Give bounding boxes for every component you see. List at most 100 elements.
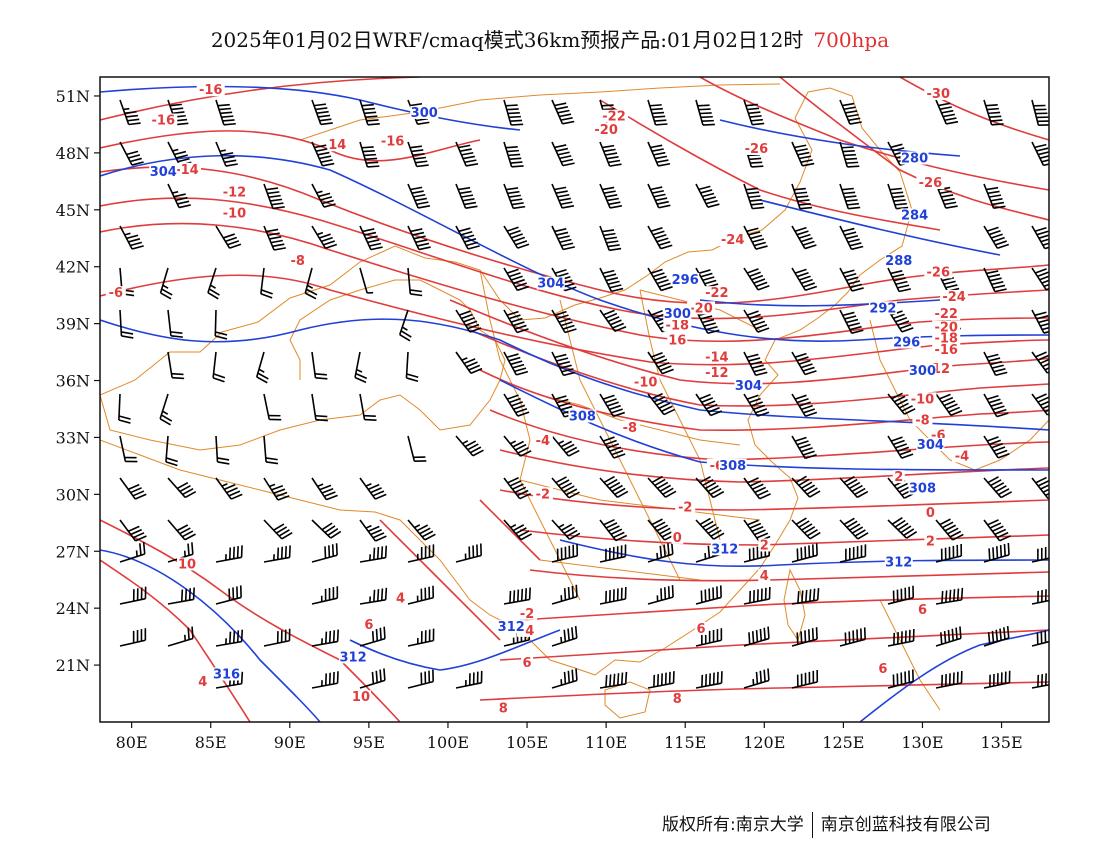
- china-coast: [594, 317, 819, 676]
- contour-label-bg: [884, 555, 913, 569]
- contour-label: -26: [927, 265, 951, 280]
- contour-label-bg: [868, 301, 897, 315]
- wind-barb: [214, 309, 228, 340]
- contour-label-bg: [884, 253, 913, 267]
- lon-tick-label: 100E: [427, 733, 469, 752]
- contour-label-bg: [940, 289, 969, 303]
- wind-barb: [311, 99, 333, 126]
- lon-tick-label: 110E: [585, 733, 627, 752]
- contour-label-bg: [631, 375, 660, 389]
- contour-label-bg: [900, 151, 929, 165]
- wind-barb: [551, 225, 575, 251]
- wind-barb: [599, 671, 628, 689]
- wind-barb: [743, 99, 765, 126]
- contour-label: 308: [909, 482, 936, 497]
- wind-barb: [887, 435, 914, 459]
- contour-label: -6: [109, 286, 123, 301]
- wind-barb: [167, 587, 195, 605]
- contour-label-bg: [671, 272, 700, 286]
- contour-label: 6: [697, 622, 706, 637]
- province-borders: [100, 83, 1049, 719]
- contour-label-bg: [521, 656, 534, 670]
- wind-barb: [935, 670, 963, 689]
- wind-barb: [839, 183, 861, 210]
- wind-barb: [743, 309, 770, 333]
- wind-barb: [647, 671, 675, 689]
- contour-label: -16: [152, 114, 176, 129]
- wind-barb: [359, 141, 380, 168]
- lat-tick-label: 48N: [56, 144, 90, 163]
- contour-label-bg: [916, 176, 945, 190]
- contour-label: 304: [917, 438, 944, 453]
- wind-barb: [167, 477, 197, 499]
- contour-label: -10: [911, 392, 935, 407]
- wind-barb: [791, 141, 815, 167]
- contour-label: 10: [352, 690, 370, 705]
- wind-barb: [983, 670, 1011, 689]
- wind-barb: [1031, 309, 1049, 334]
- copyright-company: 南京创蓝科技有限公司: [820, 815, 991, 835]
- contour-label-bg: [758, 538, 771, 552]
- contour-label: 308: [569, 409, 596, 424]
- wind-barb: [1031, 476, 1049, 500]
- wind-barb: [743, 668, 770, 689]
- wind-barb: [263, 628, 291, 647]
- contour-label: 4: [760, 569, 769, 584]
- contour-label-bg: [497, 620, 526, 634]
- wind-barb: [263, 393, 282, 421]
- wind-barb: [311, 393, 328, 422]
- contour-label-bg: [497, 701, 510, 715]
- contour-label-bg: [220, 185, 249, 199]
- wind-barb: [695, 99, 715, 126]
- lon-tick-label: 80E: [116, 733, 148, 752]
- wind-barb: [791, 627, 818, 647]
- contour-label-bg: [517, 606, 538, 620]
- wind-barb: [647, 99, 668, 126]
- contour-label-bg: [932, 331, 961, 345]
- wind-barb: [647, 183, 671, 209]
- page-title: 2025年01月02日WRF/cmaq模式36km预报产品:01月02日12时 7…: [0, 24, 1100, 53]
- wind-barb: [599, 435, 626, 459]
- wind-barb: [503, 141, 524, 168]
- wind-barb: [551, 668, 578, 689]
- wind-barb: [935, 99, 959, 125]
- contour-label-bg: [212, 667, 241, 681]
- contour-label: 300: [664, 307, 691, 322]
- wind-barb: [983, 542, 1010, 563]
- wind-barb: [503, 393, 530, 417]
- contour-label-bg: [916, 437, 945, 451]
- contour-label-bg: [600, 109, 629, 123]
- contour-label: -10: [223, 206, 247, 221]
- wind-barb: [119, 586, 147, 605]
- wind-barb: [1031, 267, 1049, 291]
- contour-label: 0: [926, 506, 935, 521]
- contour-label-bg: [912, 413, 933, 427]
- wind-barb: [407, 628, 435, 647]
- lat-tick-label: 42N: [56, 258, 90, 277]
- lat-tick-label: 33N: [56, 428, 90, 447]
- temperature-labels: -16-16-14-12-10-8-614 -16-22-20-26-26-30-…: [105, 83, 973, 717]
- wind-barb: [791, 393, 818, 417]
- contour-label-bg: [196, 83, 225, 97]
- wind-barb: [1031, 546, 1049, 563]
- wind-barb: [407, 267, 423, 297]
- contour-label-bg: [908, 392, 937, 406]
- contour-label-bg: [105, 286, 126, 300]
- contour-label-bg: [196, 675, 209, 689]
- contour-label: -14: [175, 163, 199, 178]
- wind-barb: [119, 519, 147, 542]
- wind-barb: [839, 517, 869, 540]
- wind-barb: [647, 392, 676, 416]
- contour-label: 284: [901, 208, 928, 223]
- contour-label-bg: [924, 86, 953, 100]
- contour-label-bg: [592, 123, 621, 137]
- lat-tick-label: 24N: [56, 599, 90, 618]
- contour-label: 10: [178, 557, 196, 572]
- wind-barb: [359, 267, 374, 294]
- contour-label-bg: [908, 363, 937, 377]
- wind-barb: [260, 267, 273, 299]
- contour-label: -18: [934, 332, 958, 347]
- contour-label-bg: [149, 113, 178, 127]
- wind-barb: [695, 309, 720, 334]
- lat-tick-label: 45N: [56, 201, 90, 220]
